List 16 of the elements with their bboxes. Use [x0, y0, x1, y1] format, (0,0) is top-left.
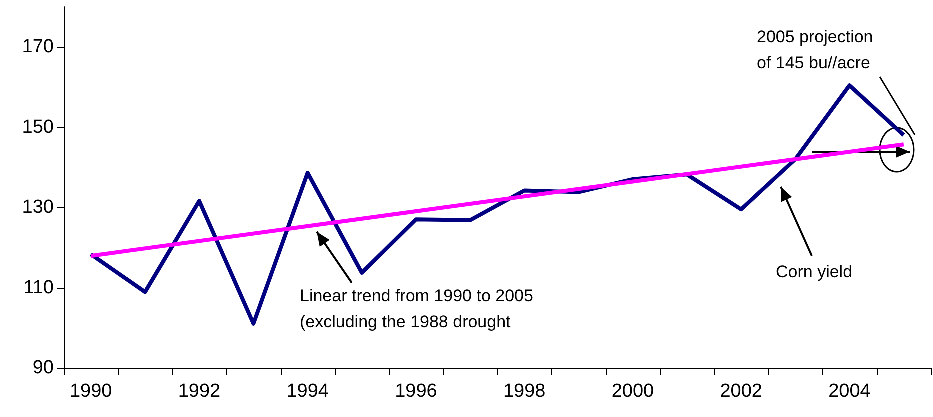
y-tick-label: 90 — [32, 358, 54, 378]
x-tick-label: 2000 — [612, 381, 654, 402]
annotation: Corn yield — [776, 262, 853, 282]
x-tick-label: 2004 — [828, 381, 872, 402]
y-tick-label: 130 — [22, 197, 54, 218]
y-tick-label: 170 — [22, 36, 54, 58]
y-tick-label: 110 — [24, 277, 54, 298]
y-tick-label: 150 — [22, 116, 54, 138]
x-tick-label: 1996 — [395, 381, 438, 402]
x-tick-label: 1992 — [178, 381, 221, 402]
annotation: Linear trend from 1990 to 2005 (excluding the 1988 drought — [300, 286, 534, 332]
x-tick-label: 1998 — [503, 381, 546, 402]
x-tick-label: 2002 — [720, 381, 762, 402]
x-tick-label: 1990 — [70, 381, 112, 402]
annotation: 2005 projection of 145 bu//acre — [757, 28, 874, 72]
x-tick-label: 1994 — [286, 381, 330, 402]
